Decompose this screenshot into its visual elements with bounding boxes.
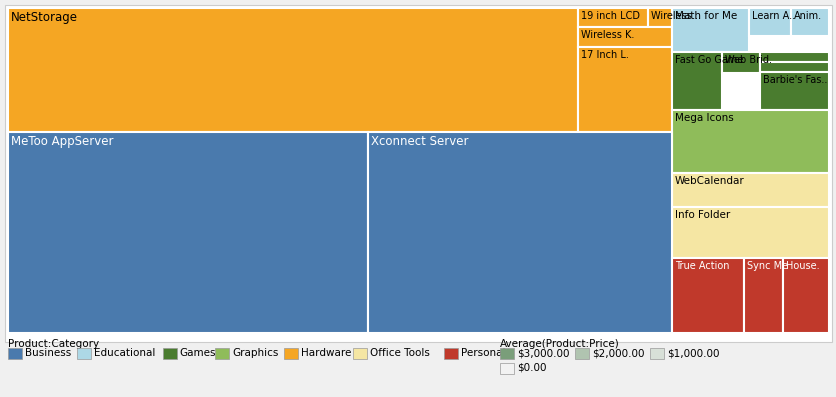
Bar xyxy=(647,8,671,27)
Bar xyxy=(759,72,828,110)
Text: Barbie's Fas..: Barbie's Fas.. xyxy=(762,75,827,85)
Text: Educational: Educational xyxy=(94,348,155,358)
Text: True Action: True Action xyxy=(674,261,729,271)
Bar xyxy=(759,62,828,72)
Text: Fast Go Game: Fast Go Game xyxy=(674,55,742,65)
Text: $3,000.00: $3,000.00 xyxy=(517,348,568,358)
Text: NetStorage: NetStorage xyxy=(11,11,78,24)
Bar xyxy=(8,132,368,333)
Bar xyxy=(650,347,664,358)
Bar xyxy=(671,258,743,333)
Bar xyxy=(743,258,782,333)
Bar xyxy=(671,110,828,173)
Text: Graphics: Graphics xyxy=(232,348,278,358)
Text: Web Brid.: Web Brid. xyxy=(724,55,771,65)
Text: Product:Category: Product:Category xyxy=(8,339,99,349)
Text: House.: House. xyxy=(785,261,818,271)
Bar xyxy=(8,8,578,132)
Text: $0.00: $0.00 xyxy=(517,363,546,373)
Text: 17 Inch L.: 17 Inch L. xyxy=(580,50,628,60)
Bar xyxy=(671,207,828,258)
Text: Info Folder: Info Folder xyxy=(674,210,729,220)
Bar xyxy=(499,362,513,374)
Bar xyxy=(671,8,748,52)
Bar xyxy=(578,8,647,27)
Bar xyxy=(215,347,229,358)
Text: Business: Business xyxy=(25,348,71,358)
Text: Hardware: Hardware xyxy=(301,348,351,358)
Text: MeToo AppServer: MeToo AppServer xyxy=(11,135,114,148)
Bar xyxy=(574,347,589,358)
Text: Average(Product:Price): Average(Product:Price) xyxy=(499,339,619,349)
Bar xyxy=(5,5,831,342)
Bar xyxy=(77,347,91,358)
Bar xyxy=(721,52,759,73)
Bar xyxy=(499,347,513,358)
Bar xyxy=(368,132,671,333)
Text: Games: Games xyxy=(179,348,216,358)
Text: Sync Me: Sync Me xyxy=(746,261,788,271)
Text: 19 inch LCD: 19 inch LCD xyxy=(580,11,640,21)
Text: Xconnect Server: Xconnect Server xyxy=(370,135,468,148)
Bar xyxy=(443,347,457,358)
Text: Math for Me: Math for Me xyxy=(674,11,737,21)
Bar xyxy=(578,47,671,132)
Bar xyxy=(671,52,721,110)
Bar xyxy=(782,258,828,333)
Bar xyxy=(8,347,22,358)
Text: $1,000.00: $1,000.00 xyxy=(666,348,719,358)
Bar xyxy=(578,27,671,47)
Bar xyxy=(353,347,366,358)
Bar xyxy=(162,347,176,358)
Bar xyxy=(748,8,790,36)
Text: Anim.: Anim. xyxy=(793,11,821,21)
Text: Office Tools: Office Tools xyxy=(370,348,430,358)
Text: Wireless ..: Wireless .. xyxy=(650,11,701,21)
Text: Mega Icons: Mega Icons xyxy=(674,113,733,123)
Bar xyxy=(790,8,828,36)
Text: Wireless K.: Wireless K. xyxy=(580,30,634,40)
Bar xyxy=(759,52,828,62)
Text: $2,000.00: $2,000.00 xyxy=(592,348,644,358)
Bar xyxy=(283,347,298,358)
Bar xyxy=(671,173,828,207)
Text: WebCalendar: WebCalendar xyxy=(674,176,744,186)
Text: Personal: Personal xyxy=(461,348,505,358)
Text: Learn A..: Learn A.. xyxy=(751,11,794,21)
